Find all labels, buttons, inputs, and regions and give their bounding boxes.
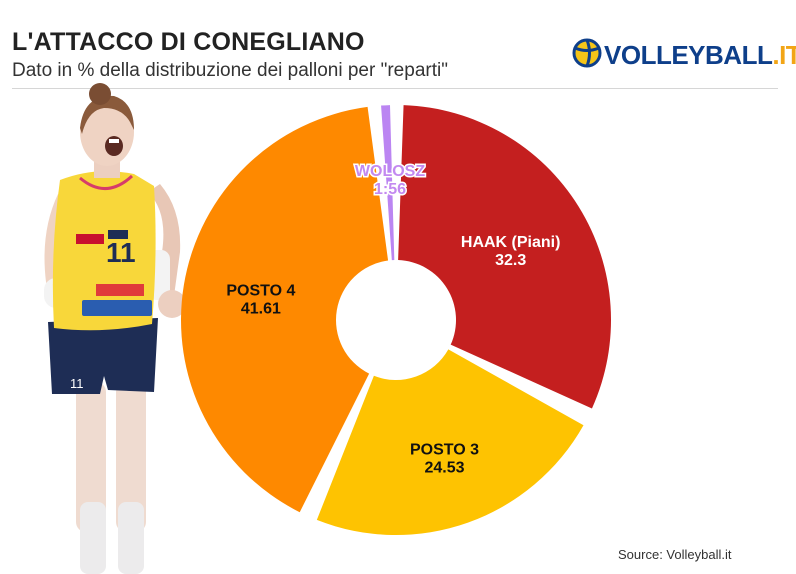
chart-subtitle: Dato in % della distribuzione dei pallon… [12, 60, 448, 81]
player-photo: 11 11 [44, 83, 186, 574]
label-category-haak-piani: HAAK (Piani) [461, 234, 561, 251]
slice-wolosz [381, 105, 395, 261]
label-category-posto-4: POSTO 4 [226, 282, 295, 299]
label-category-wolosz: WOLOSZ [355, 163, 425, 180]
logo-name: VOLLEYBALL [604, 40, 773, 70]
svg-text:11: 11 [70, 376, 84, 391]
header-divider [12, 88, 778, 89]
source-note: Source: Volleyball.it [618, 547, 732, 562]
logo-wordmark: VOLLEYBALL.IT [604, 40, 796, 71]
label-value-posto-4: 41.61 [241, 300, 281, 317]
logo-tld: .IT [772, 40, 796, 70]
label-value-posto-3: 24.53 [424, 460, 464, 477]
label-value-wolosz: 1:56 [374, 181, 406, 198]
volleyball-it-logo: VOLLEYBALL.IT [572, 38, 796, 72]
label-value-haak-piani: 32.3 [495, 252, 526, 269]
slice-posto-3 [316, 349, 584, 535]
slice-haak-piani [398, 105, 612, 409]
slice-posto-4 [180, 106, 389, 513]
label-category-posto-3: POSTO 3 [410, 442, 479, 459]
chart-title: L'ATTACCO DI CONEGLIANO [12, 28, 365, 56]
svg-text:11: 11 [106, 237, 136, 268]
volleyball-icon [572, 38, 602, 68]
